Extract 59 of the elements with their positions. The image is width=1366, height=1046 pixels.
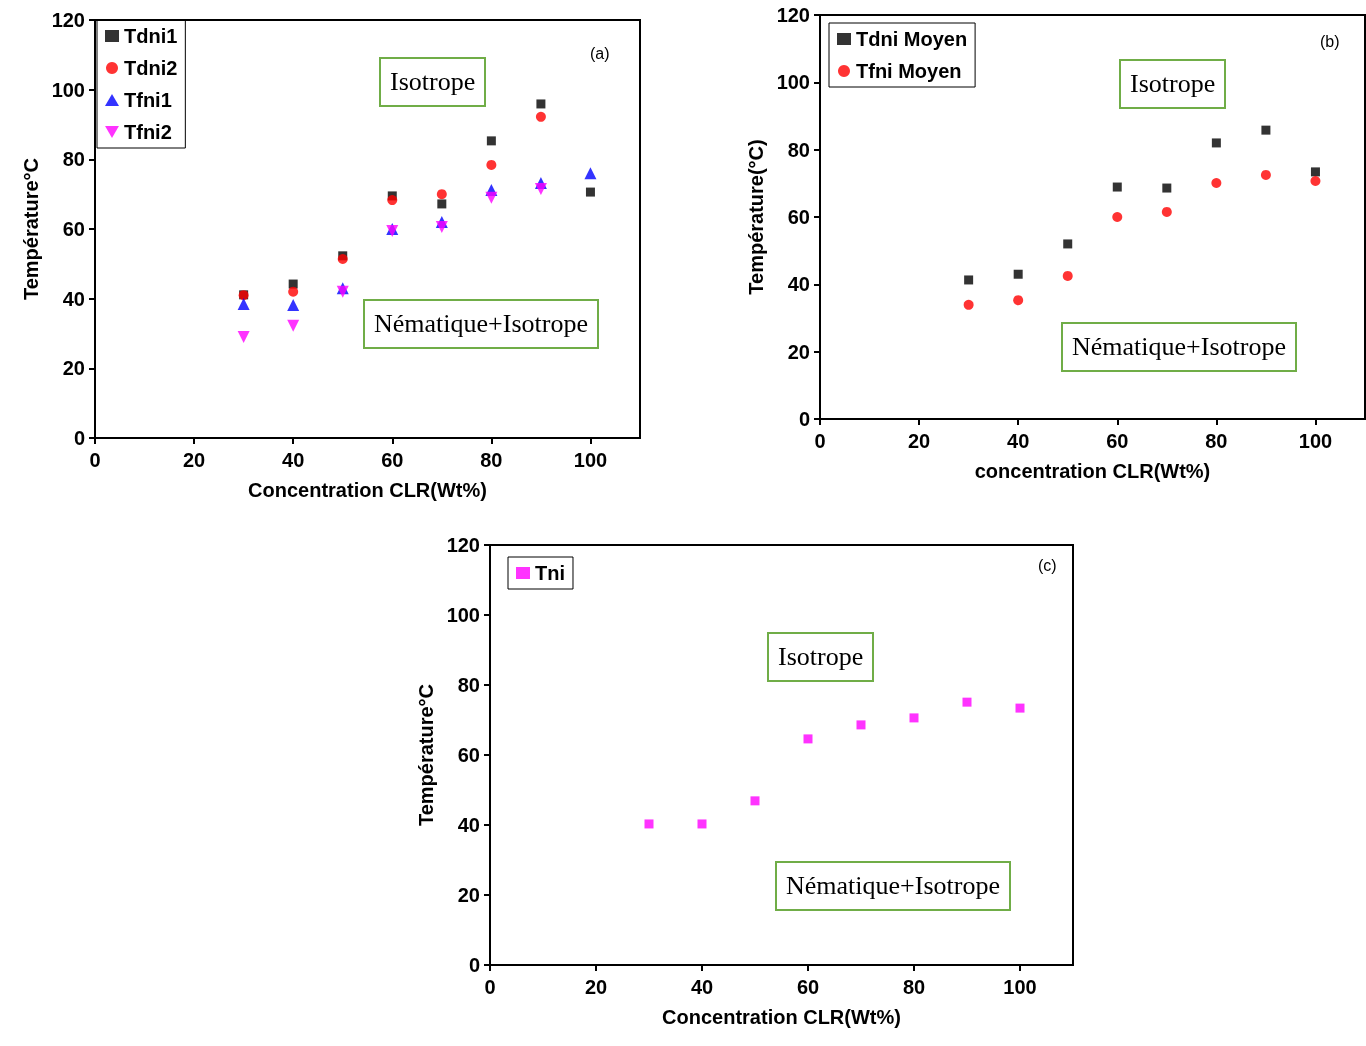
y-tick-label: 0 [468, 954, 480, 976]
y-tick-label: 20 [457, 884, 480, 906]
legend-label: Tdni2 [124, 57, 178, 79]
y-tick-label: 60 [787, 206, 810, 228]
x-tick-label: 20 [182, 449, 206, 471]
y-tick-label: 0 [798, 408, 810, 430]
y-tick-label: 100 [51, 78, 85, 101]
legend-label: Tdni1 [124, 25, 178, 47]
x-tick-label: 20 [907, 430, 931, 452]
legend-label: Tfni2 [124, 121, 172, 143]
annotation: (c) [1038, 556, 1057, 574]
legend-label: Tfni Moyen [856, 60, 962, 82]
legend-label: Tni [535, 562, 565, 584]
y-tick-label: 120 [51, 9, 85, 31]
y-tick-label: 60 [62, 218, 85, 240]
annotation: (a) [590, 44, 610, 62]
x-tick-label: 40 [690, 976, 714, 998]
y-axis-title: Température(°C) [744, 139, 767, 295]
annotation: Isotrope [778, 641, 864, 671]
x-axis-title: Concentration CLR(Wt%) [248, 479, 487, 501]
y-tick-label: 120 [446, 534, 480, 556]
x-tick-label: 80 [902, 976, 926, 998]
annotation: Isotrope [390, 66, 476, 96]
annotation: Isotrope [1130, 68, 1216, 98]
x-axis-title: Concentration CLR(Wt%) [662, 1006, 901, 1028]
x-tick-label: 40 [1007, 430, 1030, 452]
annotation: Nématique+Isotrope [1072, 331, 1286, 361]
legend-label: Tdni Moyen [856, 28, 968, 50]
x-axis-title: concentration CLR(Wt%) [974, 460, 1211, 482]
x-tick-label: 60 [381, 449, 404, 471]
x-tick-label: 0 [814, 430, 826, 452]
y-tick-label: 20 [787, 340, 810, 363]
y-tick-label: 80 [62, 148, 85, 171]
annotation: Nématique+Isotrope [374, 308, 588, 338]
y-tick-label: 80 [457, 674, 480, 696]
y-tick-label: 40 [787, 273, 810, 296]
y-axis-title: Température°C [414, 683, 437, 827]
x-tick-label: 100 [1003, 976, 1037, 998]
y-tick-label: 120 [776, 4, 810, 26]
x-tick-label: 100 [573, 449, 608, 471]
x-tick-label: 40 [282, 449, 305, 471]
x-tick-label: 60 [1106, 430, 1129, 452]
y-tick-label: 100 [446, 604, 480, 626]
x-tick-label: 0 [89, 449, 101, 471]
x-tick-label: 80 [480, 449, 503, 471]
y-tick-label: 40 [457, 814, 480, 836]
x-tick-label: 80 [1205, 430, 1228, 452]
x-tick-label: 0 [484, 976, 496, 998]
y-tick-label: 100 [776, 71, 810, 94]
x-tick-label: 100 [1298, 430, 1333, 452]
y-tick-label: 40 [62, 287, 85, 310]
y-axis-title: Température°C [19, 157, 42, 301]
x-tick-label: 20 [584, 976, 608, 998]
legend-label: Tfni1 [124, 89, 172, 111]
annotation: Nématique+Isotrope [786, 870, 1000, 900]
y-tick-label: 20 [62, 357, 85, 380]
y-tick-label: 60 [457, 744, 480, 766]
annotation: (b) [1320, 32, 1340, 50]
y-tick-label: 80 [787, 138, 810, 161]
